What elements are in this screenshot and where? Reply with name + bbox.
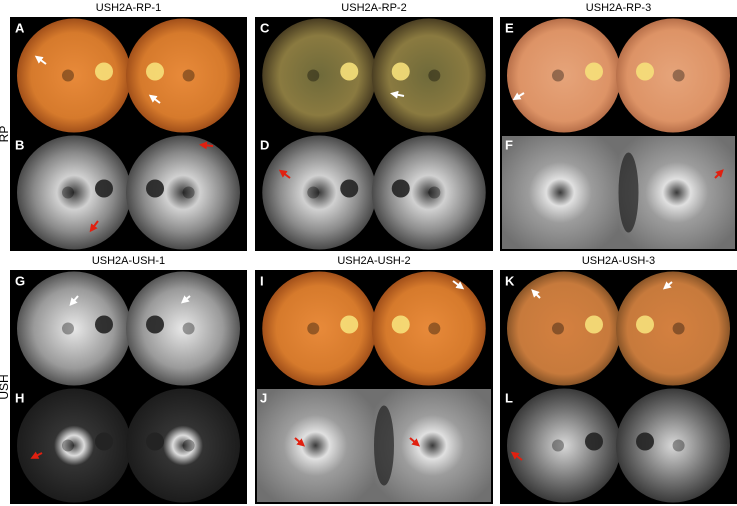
optic-disc — [636, 62, 655, 81]
fovea — [61, 69, 74, 82]
optic-disc — [391, 315, 410, 334]
panel-letter: H — [15, 390, 24, 405]
panel-letter: J — [260, 390, 267, 405]
vessel-shadow — [618, 152, 639, 233]
image-half — [502, 136, 619, 249]
optic-disc — [146, 62, 165, 81]
fundus — [16, 18, 131, 133]
fovea — [61, 439, 74, 452]
panel-letter: C — [260, 20, 270, 35]
vessel-shadow — [374, 405, 394, 486]
fundus — [371, 271, 486, 386]
fundus — [126, 135, 241, 250]
panel-letter: A — [15, 20, 25, 35]
fundus — [16, 271, 131, 386]
panel-letter: E — [505, 20, 514, 35]
panel-letter: K — [505, 273, 515, 288]
fovea — [428, 69, 441, 82]
group-title: USH2A-RP-3 — [586, 2, 651, 14]
fundus — [126, 18, 241, 133]
group-title: USH2A-USH-3 — [582, 255, 655, 267]
fundus — [16, 388, 131, 503]
panel-letter: L — [505, 390, 513, 405]
fovea — [672, 69, 685, 82]
panel-letter: F — [505, 137, 513, 152]
optic-disc — [146, 315, 165, 334]
fovea — [551, 322, 564, 335]
fovea — [307, 186, 320, 199]
fovea — [307, 322, 320, 335]
fovea — [428, 322, 441, 335]
optic-disc — [146, 179, 165, 198]
fundus — [371, 135, 486, 250]
fundus — [616, 271, 731, 386]
optic-disc — [636, 432, 655, 451]
optic-disc — [340, 315, 359, 334]
panel-letter: D — [260, 137, 269, 152]
group-title: USH2A-RP-1 — [96, 2, 161, 14]
panel-letter: G — [15, 273, 25, 288]
group-title: USH2A-USH-2 — [337, 255, 410, 267]
fundus — [616, 18, 731, 133]
fovea — [61, 322, 74, 335]
fundus — [506, 271, 621, 386]
fundus — [126, 388, 241, 503]
optic-disc — [94, 432, 113, 451]
fovea — [428, 186, 441, 199]
fundus — [16, 135, 131, 250]
optic-disc — [391, 179, 410, 198]
fovea — [307, 69, 320, 82]
optic-disc — [584, 432, 603, 451]
optic-disc — [146, 432, 165, 451]
group-title: USH2A-USH-1 — [92, 255, 165, 267]
optic-disc — [340, 179, 359, 198]
fundus — [506, 18, 621, 133]
fundus — [262, 271, 377, 386]
optic-disc — [584, 62, 603, 81]
fundus — [371, 18, 486, 133]
row-label: USH — [0, 374, 11, 399]
row-label: RP — [0, 126, 11, 143]
fundus — [506, 388, 621, 503]
fundus — [262, 135, 377, 250]
optic-disc — [94, 62, 113, 81]
arrows — [30, 55, 724, 461]
fundus — [126, 271, 241, 386]
optic-disc — [584, 315, 603, 334]
optic-disc — [94, 179, 113, 198]
optic-disc — [94, 315, 113, 334]
fovea — [182, 322, 195, 335]
fundus — [262, 18, 377, 133]
optic-disc — [340, 62, 359, 81]
fundus — [616, 388, 731, 503]
group-title: USH2A-RP-2 — [341, 2, 406, 14]
fovea — [182, 186, 195, 199]
panel-letter: I — [260, 273, 264, 288]
fovea — [182, 439, 195, 452]
fovea — [61, 186, 74, 199]
fovea — [551, 439, 564, 452]
optic-disc — [391, 62, 410, 81]
image-half — [257, 389, 374, 502]
fovea — [672, 322, 685, 335]
fovea — [551, 69, 564, 82]
fovea — [182, 69, 195, 82]
fovea — [672, 439, 685, 452]
optic-disc — [636, 315, 655, 334]
panel-letter: B — [15, 137, 24, 152]
